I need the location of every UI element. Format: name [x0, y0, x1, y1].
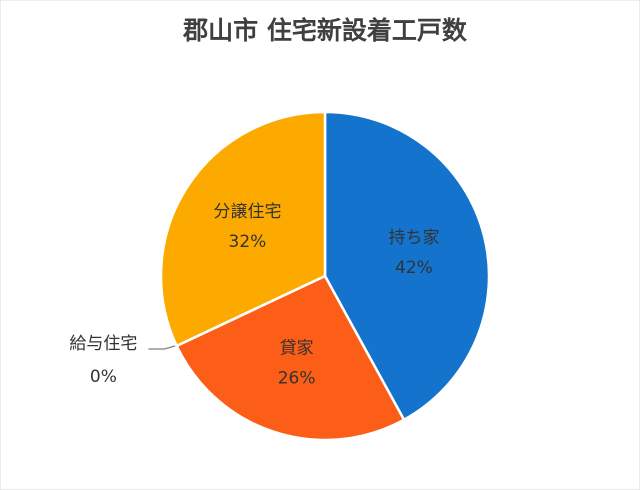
- slice-value-label: 32%: [229, 232, 267, 252]
- slice-category-label: 給与住宅: [69, 334, 137, 354]
- slice-category-label: 分譲住宅: [213, 202, 281, 222]
- pie-slice: [323, 110, 491, 422]
- slice-value-label: 0%: [90, 367, 117, 387]
- slice-value-label: 42%: [395, 258, 433, 278]
- chart-title: 郡山市 住宅新設着工戸数: [182, 16, 468, 45]
- pie-slice: [159, 110, 327, 348]
- slice-category-label: 貸家: [280, 338, 314, 358]
- slice-category-label: 持ち家: [388, 228, 439, 248]
- slice-value-label: 26%: [278, 368, 316, 388]
- pie-slice: [174, 274, 406, 442]
- leader-line: [148, 344, 179, 350]
